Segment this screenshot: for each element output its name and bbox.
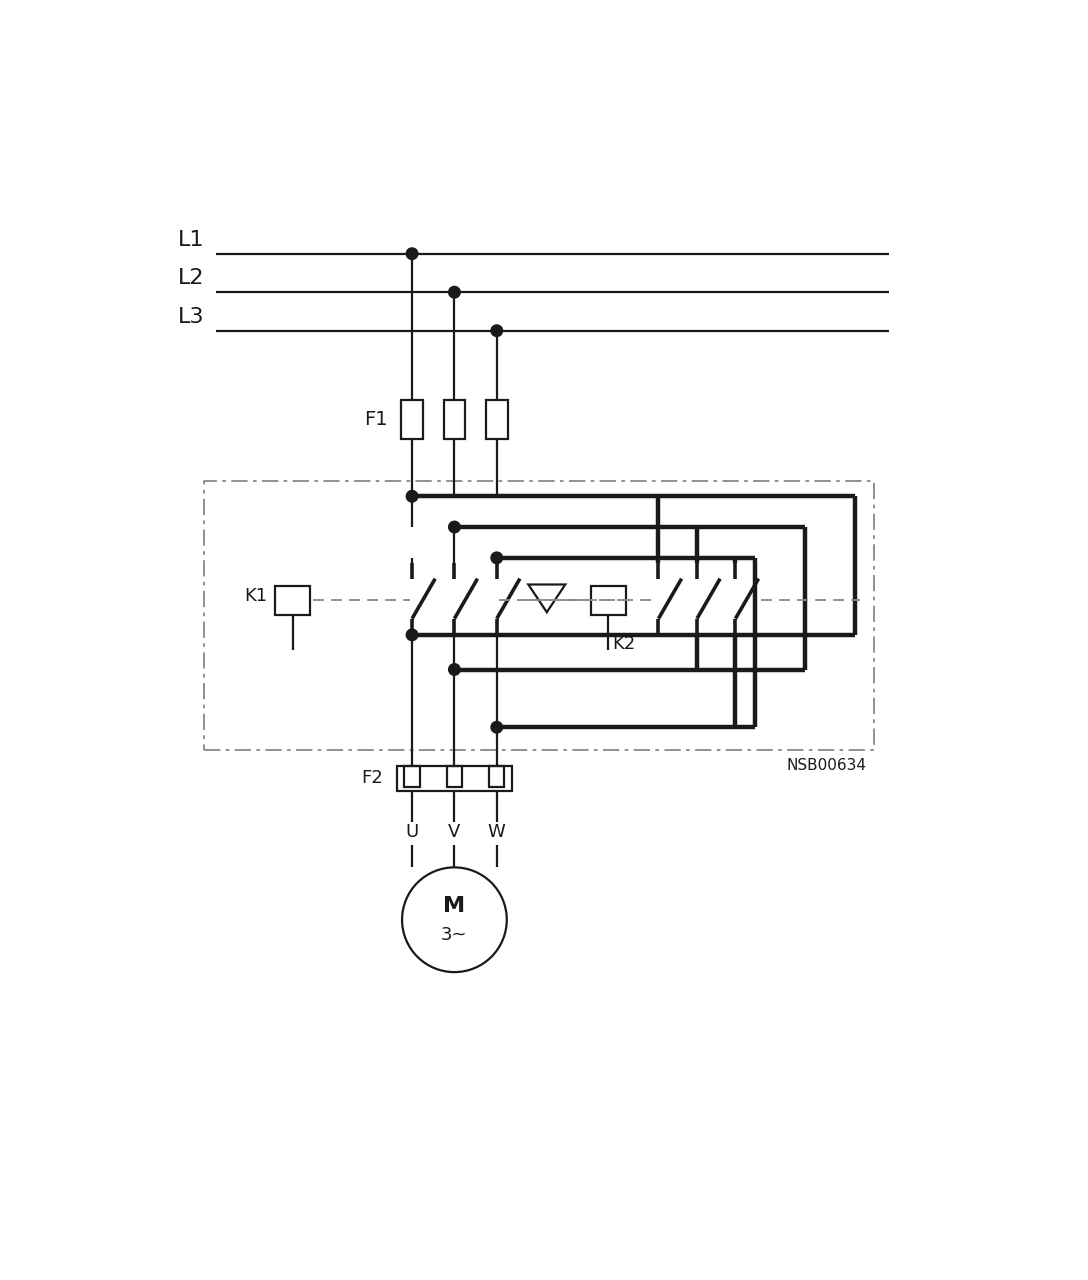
Circle shape [448, 664, 460, 676]
Circle shape [406, 490, 418, 502]
Text: F1: F1 [363, 410, 387, 429]
Text: F2: F2 [361, 769, 383, 787]
Bar [275, 585, 310, 614]
Bar [401, 399, 423, 439]
Bar [397, 765, 512, 791]
Text: 3~: 3~ [441, 927, 468, 945]
Text: NSB00634: NSB00634 [787, 758, 866, 773]
Text: V: V [448, 823, 460, 841]
Circle shape [491, 722, 503, 733]
Circle shape [448, 287, 460, 298]
Bar [447, 765, 462, 787]
Text: L2: L2 [177, 269, 205, 288]
Text: W: W [487, 823, 506, 841]
Text: L3: L3 [177, 307, 205, 326]
Text: U: U [406, 823, 419, 841]
Text: M: M [443, 896, 466, 916]
Bar [444, 399, 466, 439]
Circle shape [491, 552, 503, 563]
Circle shape [406, 248, 418, 260]
Bar [591, 585, 626, 614]
Circle shape [448, 521, 460, 532]
Text: K2: K2 [613, 635, 635, 653]
Bar [205, 481, 874, 750]
Text: L1: L1 [177, 230, 205, 250]
Bar [490, 765, 505, 787]
Bar [405, 765, 420, 787]
Text: K1: K1 [244, 588, 268, 605]
Circle shape [491, 325, 503, 337]
Circle shape [406, 628, 418, 640]
Bar [486, 399, 507, 439]
